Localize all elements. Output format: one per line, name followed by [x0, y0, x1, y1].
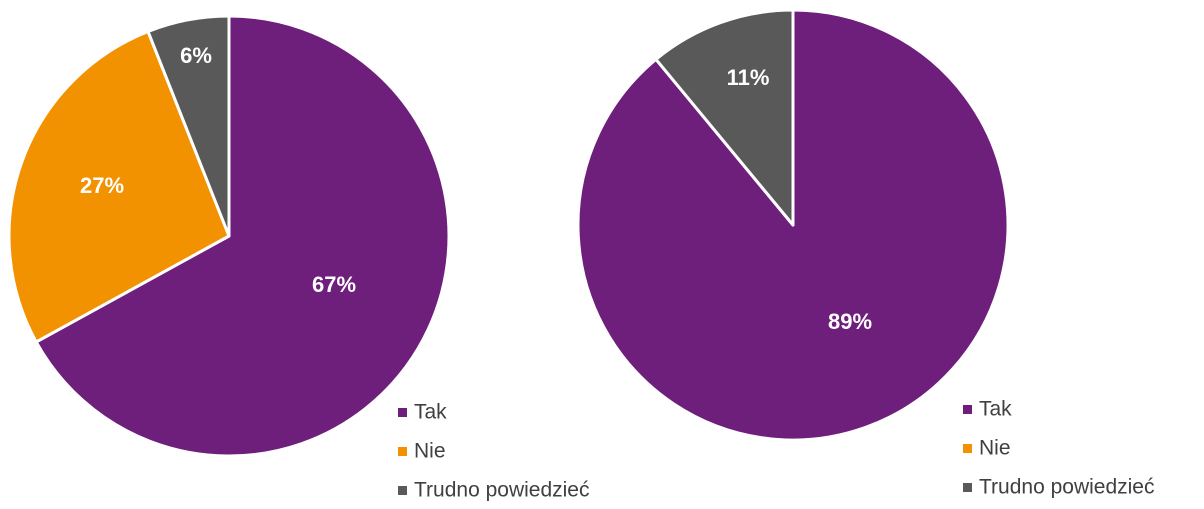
- pie-chart-1: 67% 27% 6% Tak Nie Trudno powiedzieć: [7, 14, 590, 502]
- pie-slice-tak: [34, 14, 451, 458]
- legend-label-tak: Tak: [979, 398, 1012, 421]
- legend-label-nie: Nie: [414, 440, 446, 463]
- legend-swatch-tak: [963, 405, 972, 414]
- legend-swatch-nie: [963, 444, 972, 453]
- data-label-trudno-powiedziec: 11%: [727, 65, 770, 90]
- data-label-tak: 89%: [828, 309, 872, 334]
- legend-label-trudno-powiedziec: Trudno powiedzieć: [979, 476, 1155, 499]
- legend: Tak Nie Trudno powiedzieć: [963, 398, 1155, 499]
- legend-swatch-trudno-powiedziec: [963, 483, 972, 492]
- legend-swatch-trudno-powiedziec: [398, 486, 407, 495]
- pie-slice-trudno-powiedziec: [654, 8, 795, 227]
- legend-label-trudno-powiedziec: Trudno powiedzieć: [414, 479, 590, 502]
- pie-slice-nie: [7, 29, 231, 344]
- data-label-tak: 67%: [312, 272, 356, 297]
- pie-slice-trudno-powiedziec: [146, 14, 231, 238]
- legend-label-tak: Tak: [414, 401, 447, 424]
- data-label-nie: 27%: [80, 173, 124, 198]
- legend: Tak Nie Trudno powiedzieć: [398, 401, 590, 502]
- legend-swatch-nie: [398, 447, 407, 456]
- legend-label-nie: Nie: [979, 437, 1011, 460]
- legend-swatch-tak: [398, 408, 407, 417]
- pie-chart-2: 89% 11% Tak Nie Trudno powiedzieć: [576, 8, 1155, 499]
- data-label-trudno-powiedziec: 6%: [180, 43, 212, 68]
